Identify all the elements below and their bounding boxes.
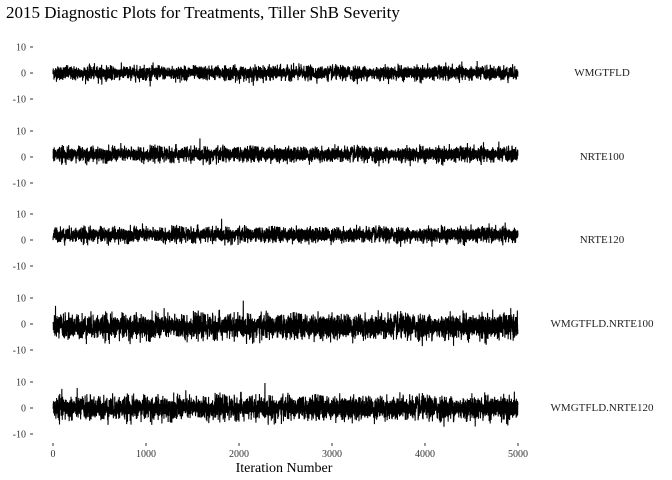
y-tick-label: 0: [21, 236, 26, 247]
y-tick-label: -10: [13, 346, 26, 357]
trace-line: [52, 382, 519, 427]
panel-label: NRTE120: [580, 234, 625, 246]
y-tick-label: 0: [21, 69, 26, 80]
x-tick-label: 1000: [136, 449, 156, 460]
panel-label: WMGTFLD.NRTE100: [551, 318, 654, 330]
y-tick-label: -10: [13, 179, 26, 190]
x-tick-label: 2000: [229, 449, 249, 460]
panel-label: NRTE100: [580, 151, 625, 163]
y-tick-label: 0: [21, 320, 26, 331]
trace-line: [52, 61, 519, 87]
x-axis: 0 1000 2000 3000 4000 5000: [51, 443, 528, 460]
panel-wmgtfld-nrte100: 10 0 -10 WMGTFLD.NRTE100: [13, 294, 654, 357]
y-tick-label: 10: [16, 294, 26, 305]
panel-nrte100: 10 0 -10 NRTE100: [13, 127, 625, 190]
trace-line: [52, 300, 519, 347]
y-tick-label: 10: [16, 43, 26, 54]
x-tick-label: 4000: [415, 449, 435, 460]
y-tick-label: -10: [13, 430, 26, 441]
x-tick-label: 0: [51, 449, 56, 460]
panel-wmgtfld-nrte120: 10 0 -10 WMGTFLD.NRTE120: [13, 378, 654, 441]
x-axis-title: Iteration Number: [236, 461, 333, 476]
panel-label: WMGTFLD: [574, 67, 630, 79]
y-tick-label: 10: [16, 210, 26, 221]
y-tick-label: 10: [16, 378, 26, 389]
panel-nrte120: 10 0 -10 NRTE120: [13, 210, 625, 273]
trace-line: [52, 138, 519, 167]
panel-wmgtfld: 10 0 -10 WMGTFLD: [13, 43, 630, 106]
y-tick-label: 0: [21, 404, 26, 415]
y-tick-label: 10: [16, 127, 26, 138]
panels-layer: 100-10WMGTFLD100-10NRTE100100-10NRTE1201…: [13, 43, 654, 441]
chart-title: 2015 Diagnostic Plots for Treatments, Ti…: [6, 3, 400, 22]
trace-line: [52, 218, 519, 247]
x-tick-label: 5000: [508, 449, 528, 460]
y-tick-label: -10: [13, 95, 26, 106]
y-tick-label: 0: [21, 153, 26, 164]
y-tick-label: -10: [13, 262, 26, 273]
x-tick-label: 3000: [322, 449, 342, 460]
panel-label: WMGTFLD.NRTE120: [551, 402, 654, 414]
